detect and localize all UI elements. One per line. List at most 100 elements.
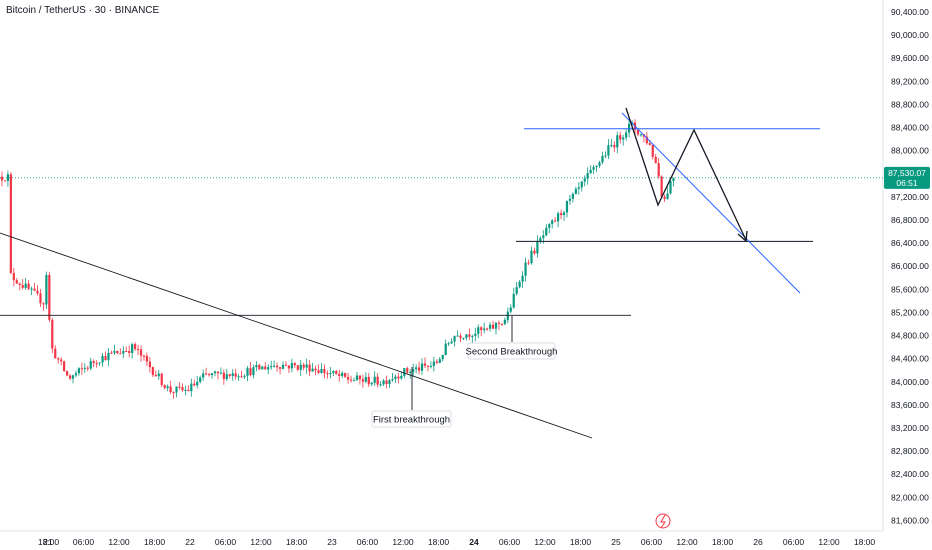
candle-body xyxy=(385,380,388,385)
candle-body xyxy=(358,375,362,380)
candle-body xyxy=(160,373,163,386)
candle-body xyxy=(403,368,406,376)
candle-body xyxy=(453,336,456,342)
candle-body xyxy=(77,368,81,374)
candle-body xyxy=(219,372,222,374)
candle-body xyxy=(95,363,98,365)
candle-body xyxy=(645,136,648,144)
candle-body xyxy=(580,181,583,188)
candle-body xyxy=(231,373,234,377)
chart-title: Bitcoin / TetherUS · 30 · BINANCE xyxy=(6,5,160,16)
candle-body xyxy=(568,198,572,201)
first-breakthrough-label-box xyxy=(371,410,452,428)
candle-body xyxy=(536,241,539,254)
time-tick-label: 25 xyxy=(611,537,621,547)
price-tick-label: 84,400.00 xyxy=(891,354,929,364)
time-tick-label: 12:00 xyxy=(250,537,272,547)
drawings: First breakthrough Second Breakthrough xyxy=(0,107,883,529)
candle-body xyxy=(551,220,554,225)
candle-body xyxy=(148,361,151,368)
candle-body xyxy=(139,349,143,356)
candle-body xyxy=(317,370,320,374)
candle-body xyxy=(89,361,92,369)
candle-body xyxy=(190,383,193,392)
candle-body xyxy=(178,386,181,388)
candle-body xyxy=(672,178,675,182)
candle-body xyxy=(494,322,498,329)
candle-body xyxy=(468,334,471,337)
candle-body xyxy=(323,369,326,374)
candle-body xyxy=(429,365,433,367)
candle-body xyxy=(557,213,560,222)
time-tick-label: 06:00 xyxy=(357,537,379,547)
candle-body xyxy=(583,178,586,182)
grid xyxy=(0,0,884,532)
lightning-glyph xyxy=(660,514,666,529)
candle-body xyxy=(474,333,477,336)
candle-body xyxy=(65,371,69,376)
candle-body xyxy=(415,367,418,370)
candle-body xyxy=(107,352,110,361)
candle-body xyxy=(196,381,199,386)
time-tick-label: 18:00 xyxy=(712,537,734,547)
candle-body xyxy=(275,365,279,368)
price-axis[interactable]: 90,400.00 90,000.00 89,600.00 89,200.00 88,8… xyxy=(884,7,930,525)
time-tick-label: 22 xyxy=(185,537,195,547)
candle-body xyxy=(654,156,657,164)
candle-body xyxy=(311,368,314,372)
candle-body xyxy=(187,389,190,392)
candle-body xyxy=(151,367,154,375)
time-tick-label: 24 xyxy=(469,537,479,547)
candle-body xyxy=(30,288,33,290)
candle-body xyxy=(33,288,36,291)
candle-body xyxy=(273,365,276,367)
time-tick-label: 12:00 xyxy=(676,537,698,547)
candle-body xyxy=(252,367,255,375)
candle-body xyxy=(302,364,305,368)
time-tick-label: 12:00 xyxy=(108,537,130,547)
candle-body xyxy=(48,274,51,320)
candle-body xyxy=(145,355,149,362)
candle-body xyxy=(290,363,293,369)
candle-body xyxy=(607,145,610,156)
price-tick-label: 86,800.00 xyxy=(891,215,929,225)
price-tick-label: 85,600.00 xyxy=(891,284,929,294)
candle-body xyxy=(68,375,72,379)
candle-body xyxy=(122,351,125,354)
candle-body xyxy=(370,382,373,385)
price-tick-label: 83,200.00 xyxy=(891,423,929,433)
candle-body xyxy=(237,376,240,378)
candle-body xyxy=(400,375,403,379)
candle-body xyxy=(234,373,237,377)
candle-body xyxy=(542,235,545,238)
candle-body xyxy=(3,180,7,182)
candle-body xyxy=(110,352,113,354)
candle-body xyxy=(125,351,128,353)
candle-body xyxy=(361,379,364,382)
candle-body xyxy=(515,287,518,294)
time-tick-label: 23 xyxy=(327,537,337,547)
candle-body xyxy=(426,365,430,367)
candle-body xyxy=(296,365,299,370)
candle-body xyxy=(397,376,400,379)
candle-body xyxy=(355,375,359,381)
candle-body xyxy=(281,364,285,369)
candle-body xyxy=(184,389,187,391)
candle-body xyxy=(287,365,291,369)
price-tick-label: 83,600.00 xyxy=(891,400,929,410)
time-tick-label: 18:00 xyxy=(854,537,876,547)
candle-body xyxy=(367,376,370,385)
candle-body xyxy=(488,324,492,329)
candle-body xyxy=(364,376,367,382)
candle-body xyxy=(45,274,48,305)
candle-body xyxy=(299,364,302,370)
price-tick-label: 90,000.00 xyxy=(891,30,929,40)
candle-body xyxy=(447,343,450,345)
candle-body xyxy=(666,193,669,199)
candle-body xyxy=(527,262,530,264)
second-breakthrough-label-box xyxy=(467,342,556,360)
candle-body xyxy=(636,129,640,135)
candle-body xyxy=(157,373,160,377)
